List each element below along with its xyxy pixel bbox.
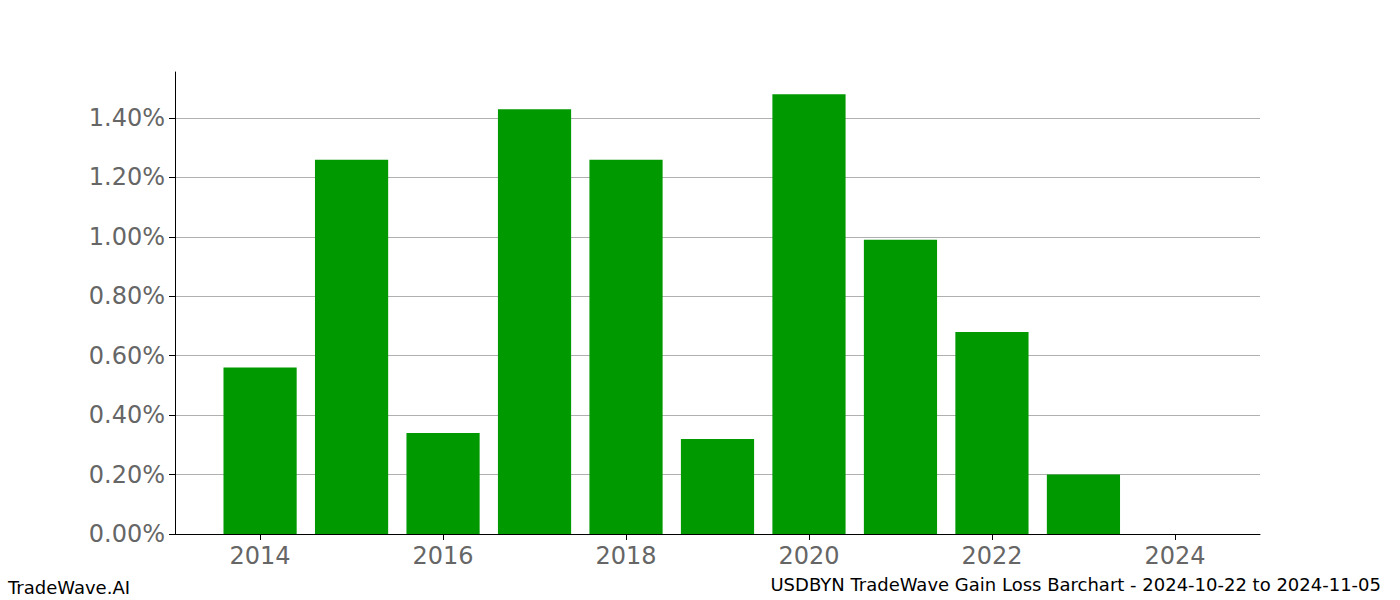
svg-text:1.00%: 1.00% — [89, 223, 165, 251]
svg-text:1.20%: 1.20% — [89, 163, 165, 191]
svg-text:0.60%: 0.60% — [89, 342, 165, 370]
svg-text:0.40%: 0.40% — [89, 401, 165, 429]
svg-text:0.80%: 0.80% — [89, 282, 165, 310]
svg-text:2018: 2018 — [595, 542, 656, 570]
svg-text:1.40%: 1.40% — [89, 104, 165, 132]
svg-text:2022: 2022 — [961, 542, 1022, 570]
svg-text:2016: 2016 — [413, 542, 474, 570]
svg-text:2014: 2014 — [230, 542, 291, 570]
svg-text:0.00%: 0.00% — [89, 520, 165, 548]
svg-text:2024: 2024 — [1144, 542, 1205, 570]
svg-text:USDBYN TradeWave Gain Loss Bar: USDBYN TradeWave Gain Loss Barchart - 20… — [770, 574, 1381, 595]
svg-text:TradeWave.AI: TradeWave.AI — [7, 577, 130, 598]
svg-text:2020: 2020 — [778, 542, 839, 570]
svg-text:0.20%: 0.20% — [89, 461, 165, 489]
